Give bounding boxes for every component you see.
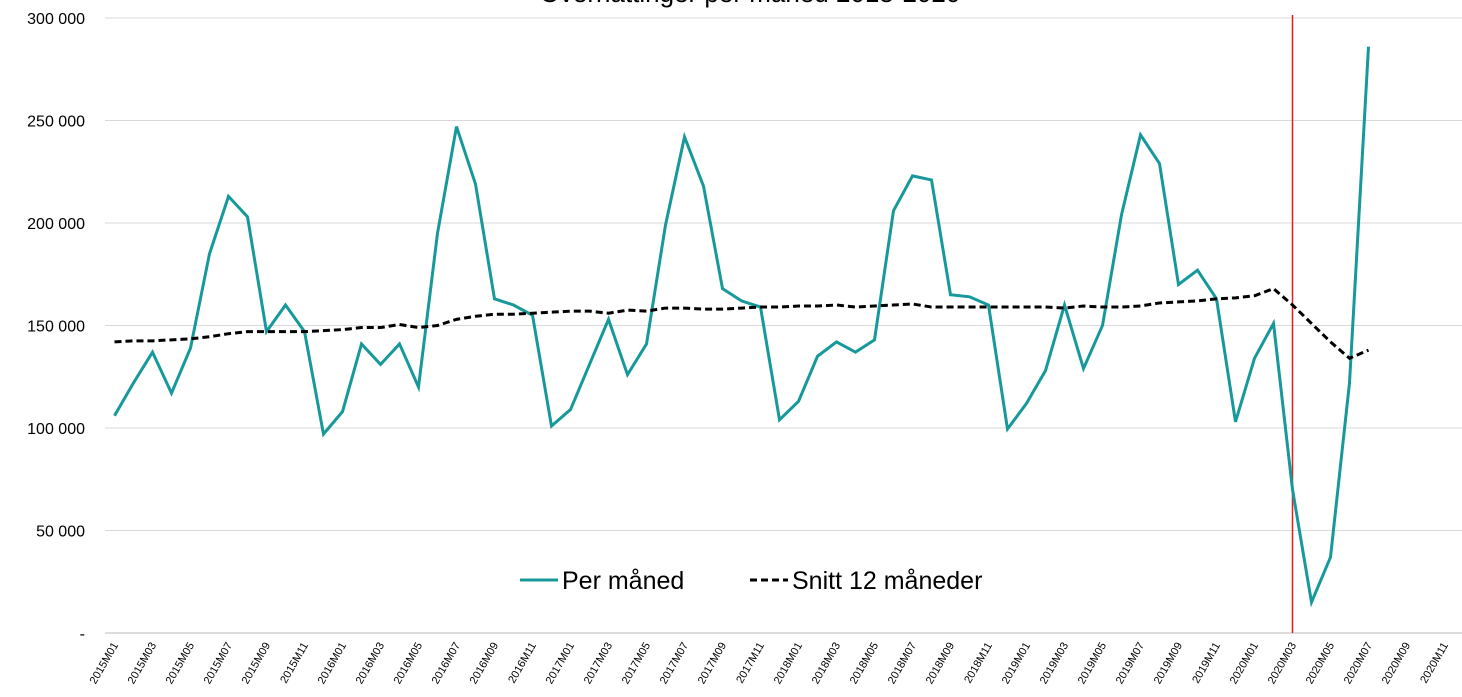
x-tick-label: 2017M07 bbox=[658, 641, 691, 687]
x-tick-label: 2018M01 bbox=[772, 641, 805, 687]
x-tick-label: 2015M11 bbox=[278, 641, 311, 686]
x-tick-label: 2017M09 bbox=[696, 641, 729, 687]
x-tick-label: 2019M03 bbox=[1038, 641, 1071, 687]
x-tick-label: 2017M03 bbox=[582, 641, 615, 687]
y-tick-label: 250 000 bbox=[27, 114, 85, 131]
chart-title: Overnattinger per måned 2015-2020 bbox=[540, 0, 961, 8]
x-tick-label: 2015M09 bbox=[240, 641, 273, 687]
y-tick-label: 100 000 bbox=[27, 421, 85, 438]
x-tick-label: 2016M03 bbox=[354, 641, 387, 687]
x-tick-label: 2015M07 bbox=[202, 641, 235, 687]
series-line bbox=[114, 286, 1370, 361]
x-tick-label: 2016M09 bbox=[468, 641, 501, 687]
x-tick-label: 2018M07 bbox=[886, 641, 919, 687]
x-tick-label: 2019M01 bbox=[1000, 641, 1033, 687]
x-tick-label: 2015M03 bbox=[126, 641, 159, 687]
x-tick-label: 2020M09 bbox=[1380, 641, 1413, 687]
x-tick-label: 2019M05 bbox=[1076, 641, 1109, 687]
series-line bbox=[113, 46, 1370, 608]
x-tick-label: 2020M05 bbox=[1304, 641, 1337, 687]
y-tick-label: 50 000 bbox=[36, 524, 85, 541]
x-tick-label: 2018M03 bbox=[810, 641, 843, 687]
x-tick-label: 2017M11 bbox=[734, 641, 767, 686]
y-tick-label: 300 000 bbox=[27, 11, 85, 28]
x-tick-label: 2016M07 bbox=[430, 641, 463, 687]
y-tick-label: 200 000 bbox=[27, 216, 85, 233]
x-tick-label: 2015M05 bbox=[164, 641, 197, 687]
x-tick-label: 2019M07 bbox=[1114, 641, 1147, 687]
y-tick-label: 150 000 bbox=[27, 319, 85, 336]
x-tick-label: 2019M09 bbox=[1152, 641, 1185, 687]
x-tick-label: 2015M01 bbox=[88, 641, 121, 687]
x-tick-label: 2020M07 bbox=[1342, 641, 1375, 687]
x-tick-label: 2020M11 bbox=[1418, 641, 1451, 686]
x-tick-label: 2016M11 bbox=[506, 641, 539, 686]
x-tick-label: 2017M05 bbox=[620, 641, 653, 687]
x-tick-label: 2018M05 bbox=[848, 641, 881, 687]
x-tick-label: 2016M01 bbox=[316, 641, 349, 687]
x-tick-label: 2020M03 bbox=[1266, 641, 1299, 687]
x-tick-label: 2018M11 bbox=[962, 641, 995, 686]
y-tick-label: - bbox=[80, 626, 85, 643]
x-tick-label: 2018M09 bbox=[924, 641, 957, 687]
x-tick-label: 2020M01 bbox=[1228, 641, 1261, 687]
legend-label: Snitt 12 måneder bbox=[792, 567, 982, 595]
x-tick-label: 2016M05 bbox=[392, 641, 425, 687]
x-tick-label: 2019M11 bbox=[1190, 641, 1223, 686]
legend-label: Per måned bbox=[562, 567, 684, 595]
x-tick-label: 2017M01 bbox=[544, 641, 577, 687]
